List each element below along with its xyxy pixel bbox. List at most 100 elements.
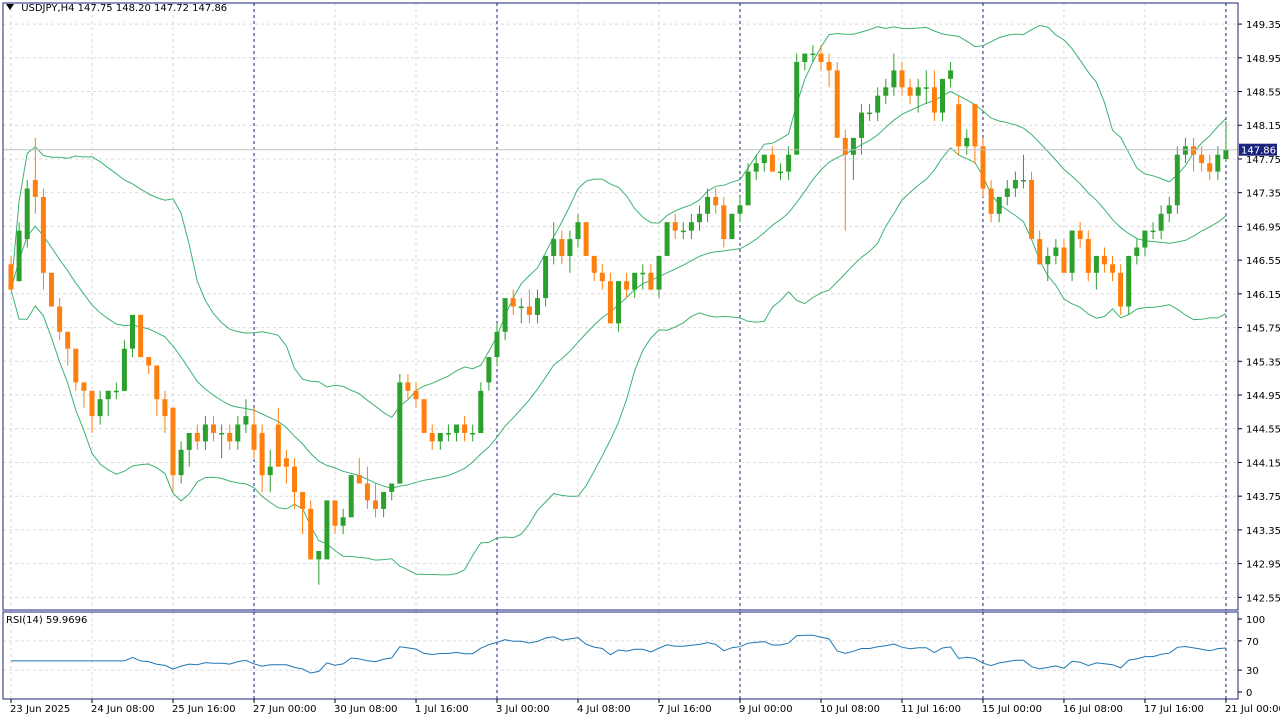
price-panel-border	[2, 2, 1239, 611]
rsi-tick-label: 70	[1246, 637, 1259, 648]
bear-candle	[713, 196, 719, 206]
bear-candle	[956, 104, 962, 147]
bull-candle	[24, 188, 30, 240]
bollinger-upper-band	[10, 24, 1227, 419]
y-tick-label: 147.35	[1246, 189, 1280, 200]
bear-candle	[624, 281, 630, 290]
bull-candle	[486, 357, 492, 383]
bull-candle	[850, 137, 856, 155]
bull-candle	[1012, 180, 1018, 189]
bull-candle	[478, 390, 484, 433]
bear-candle	[899, 70, 905, 88]
bull-candle	[348, 475, 354, 518]
bear-candle	[462, 424, 468, 433]
bear-candle	[57, 306, 63, 332]
bear-candle	[65, 331, 71, 349]
bear-candle	[300, 492, 306, 509]
bear-candle	[1199, 154, 1205, 164]
bear-candle	[818, 53, 824, 62]
bear-candle	[1077, 230, 1083, 239]
bull-candle	[518, 306, 524, 308]
rsi-value: 59.9696	[45, 615, 88, 626]
rsi-panel-border	[2, 611, 1239, 700]
bull-candle	[235, 424, 241, 442]
bull-candle	[340, 517, 346, 526]
bull-candle	[964, 137, 970, 147]
bull-candle	[940, 78, 945, 113]
x-tick-label: 11 Jul 16:00	[901, 704, 961, 715]
x-tick-label: 30 Jun 08:00	[334, 704, 398, 715]
bear-candle	[146, 357, 152, 366]
bear-candle	[1061, 247, 1067, 273]
bear-candle	[842, 137, 848, 155]
y-tick-label: 142.55	[1246, 593, 1280, 604]
bull-candle	[494, 331, 500, 358]
x-tick-label: 25 Jun 16:00	[172, 704, 236, 715]
bull-candle	[656, 255, 662, 290]
bear-candle	[8, 264, 14, 290]
bear-candle	[73, 348, 79, 383]
y-tick-label: 144.15	[1246, 458, 1280, 469]
bollinger-lower-band	[10, 147, 1227, 576]
bear-candle	[373, 500, 378, 509]
bull-candle	[97, 399, 103, 417]
bull-candle	[219, 433, 225, 435]
bear-candle	[413, 390, 419, 400]
bull-candle	[381, 492, 387, 509]
x-tick-label: 3 Jul 00:00	[496, 704, 550, 715]
bear-candle	[49, 272, 54, 307]
bear-candle	[583, 222, 589, 256]
bear-candle	[1191, 146, 1196, 155]
bull-candle	[1150, 230, 1156, 233]
bull-candle	[1142, 230, 1148, 248]
x-tick-label: 10 Jul 08:00	[820, 704, 880, 715]
y-tick-label: 148.95	[1246, 54, 1280, 65]
bull-candle	[745, 171, 751, 206]
bear-candle	[672, 222, 678, 231]
y-tick-label: 146.15	[1246, 290, 1280, 301]
bear-candle	[907, 87, 913, 96]
bull-candle	[178, 449, 184, 476]
bull-candle	[688, 222, 694, 231]
bear-candle	[283, 458, 289, 467]
bull-candle	[267, 466, 273, 476]
bull-candle	[697, 213, 702, 223]
rsi-name: RSI(14)	[6, 615, 43, 626]
bear-candle	[721, 205, 727, 239]
x-tick-label: 16 Jul 08:00	[1063, 704, 1123, 715]
bull-candle	[753, 163, 759, 172]
bull-candle	[567, 239, 573, 256]
bear-candle	[648, 272, 654, 290]
bull-candle	[186, 433, 192, 450]
bull-candle	[737, 205, 743, 214]
bear-candle	[607, 281, 613, 324]
bull-candle	[786, 154, 792, 172]
bull-candle	[575, 222, 581, 240]
y-tick-label: 146.95	[1246, 222, 1280, 233]
bear-candle	[1110, 264, 1115, 273]
rsi-line	[11, 634, 1227, 674]
y-tick-label: 145.75	[1246, 324, 1280, 335]
bear-candle	[405, 382, 411, 391]
x-tick-label: 1 Jul 16:00	[415, 704, 469, 715]
rsi-tick-label: 30	[1246, 666, 1259, 677]
bull-candle	[996, 196, 1002, 214]
y-tick-label: 144.55	[1246, 425, 1280, 436]
bear-candle	[194, 433, 200, 442]
y-tick-label: 149.35	[1246, 20, 1280, 31]
bear-candle	[429, 433, 435, 442]
collapse-triangle-icon[interactable]	[6, 4, 14, 10]
bull-candle	[1166, 205, 1172, 214]
rsi-tick-label: 0	[1246, 688, 1252, 699]
bull-candle	[470, 433, 476, 435]
bear-candle	[559, 239, 565, 256]
bull-candle	[680, 230, 686, 233]
bull-candle	[915, 87, 921, 96]
bear-candle	[40, 196, 46, 273]
bull-candle	[316, 551, 322, 560]
x-tick-label: 17 Jul 16:00	[1144, 704, 1204, 715]
bear-candle	[138, 314, 144, 358]
bull-candle	[632, 272, 638, 290]
bear-candle	[292, 466, 297, 492]
